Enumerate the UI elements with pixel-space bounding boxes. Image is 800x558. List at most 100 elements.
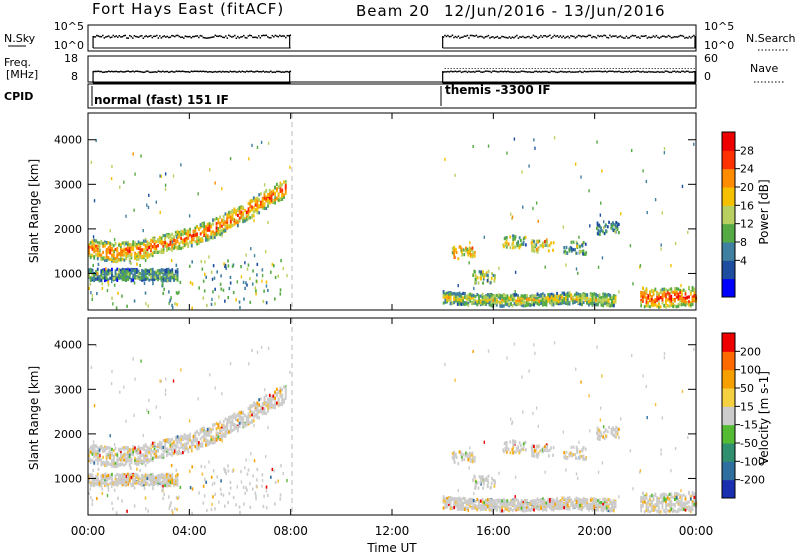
power-cell <box>168 235 170 238</box>
power-cell <box>95 245 97 248</box>
velocity-cell <box>180 438 182 441</box>
velocity-cell <box>654 493 656 496</box>
power-cell <box>132 243 134 246</box>
power-cell <box>100 240 102 243</box>
power-cell <box>265 189 267 192</box>
power-cell <box>157 244 159 247</box>
power-cell <box>683 289 685 292</box>
power-cell <box>670 303 672 306</box>
velocity-cell <box>109 482 111 485</box>
velocity-cell <box>226 418 228 421</box>
power-cell <box>255 199 257 202</box>
power-cell <box>460 295 462 298</box>
power-cell <box>661 243 662 246</box>
velocity-cell <box>489 500 491 503</box>
power-cell <box>564 250 566 253</box>
freq-frame <box>88 56 696 82</box>
velocity-cell <box>226 429 228 432</box>
velocity-cell <box>108 474 110 477</box>
velocity-cell <box>139 461 141 464</box>
power-cell <box>257 263 259 266</box>
power-cell <box>462 292 464 295</box>
velocity-cell <box>583 506 585 509</box>
colorbar-tick: 28 <box>740 144 754 157</box>
velocity-cell <box>653 509 655 512</box>
power-cell <box>145 269 147 272</box>
power-cell <box>604 293 606 296</box>
velocity-cell <box>649 510 651 513</box>
cpid-segment-1: normal (fast) 151 IF <box>94 93 229 107</box>
power-cell <box>670 287 672 290</box>
power-cell <box>216 222 218 225</box>
power-cell <box>647 294 649 297</box>
power-cell <box>171 249 173 252</box>
power-cell <box>580 294 581 297</box>
power-cell <box>600 300 602 303</box>
colorbar-swatch <box>722 187 735 206</box>
power-cell <box>596 140 597 143</box>
velocity-cell <box>475 500 477 503</box>
velocity-cell <box>646 505 648 508</box>
power-cell <box>228 211 230 214</box>
power-cell <box>508 243 510 246</box>
power-cell <box>210 225 212 228</box>
power-cell <box>681 293 683 296</box>
y-tick-label: 1000 <box>54 267 82 280</box>
power-cell <box>471 302 473 305</box>
power-cell <box>197 192 198 195</box>
power-cell <box>570 297 572 300</box>
velocity-cell <box>274 406 276 409</box>
power-cell <box>485 296 487 299</box>
power-cell <box>521 243 523 246</box>
power-cell <box>212 219 214 222</box>
velocity-cell <box>452 497 454 500</box>
velocity-cell <box>157 480 159 483</box>
velocity-cell <box>551 500 553 503</box>
power-cell <box>112 302 113 305</box>
power-cell <box>567 299 569 302</box>
power-cell <box>533 138 534 141</box>
power-cell <box>483 296 485 299</box>
velocity-cell <box>503 509 505 512</box>
power-cell <box>177 230 179 233</box>
power-cell <box>514 298 516 301</box>
power-cell <box>159 275 161 278</box>
velocity-cell <box>161 475 163 478</box>
velocity-cell <box>464 497 466 500</box>
velocity-cell <box>97 454 99 457</box>
velocity-cell <box>443 506 445 509</box>
velocity-cell <box>201 435 203 438</box>
power-cell <box>198 286 200 289</box>
power-cell <box>644 305 646 308</box>
power-cell <box>491 304 493 307</box>
velocity-cell <box>182 451 184 454</box>
power-cell <box>223 262 225 265</box>
power-cell <box>214 218 216 221</box>
velocity-cell <box>157 474 159 477</box>
power-cell <box>219 222 221 225</box>
power-cell <box>202 296 204 299</box>
power-cell <box>575 163 576 166</box>
power-cell <box>120 253 122 256</box>
power-cell <box>248 202 250 205</box>
velocity-cell <box>646 501 648 504</box>
power-cell <box>612 228 614 231</box>
velocity-cell <box>276 388 278 391</box>
power-cell <box>191 238 193 241</box>
velocity-cell <box>166 439 168 442</box>
power-cell <box>132 273 134 276</box>
velocity-cell <box>134 474 136 477</box>
power-cell <box>123 253 125 256</box>
velocity-cell <box>102 456 104 459</box>
velocity-cell <box>150 452 152 455</box>
velocity-cell <box>281 403 283 406</box>
velocity-cell <box>97 482 99 485</box>
power-cell <box>166 270 168 273</box>
velocity-cell <box>92 479 94 482</box>
velocity-cell <box>462 501 464 504</box>
power-cell <box>115 242 117 245</box>
power-cell <box>233 211 235 214</box>
power-cell <box>444 301 446 304</box>
velocity-cell <box>207 428 209 431</box>
power-cell <box>444 292 446 295</box>
